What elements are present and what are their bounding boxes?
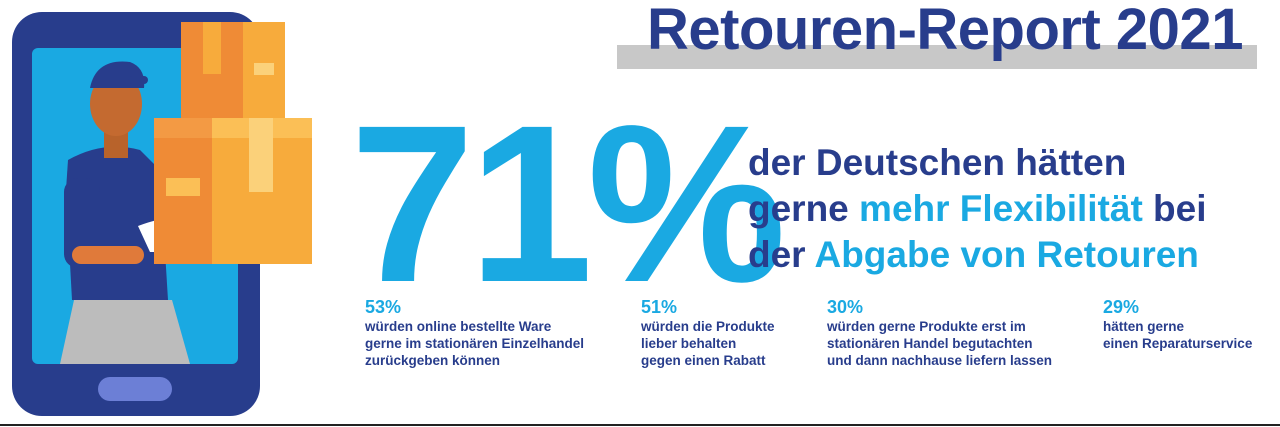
stat-item: 51% würden die Produkte lieber behalten … (641, 297, 775, 368)
headline-text: der Deutschen hätten gerne mehr Flexibil… (748, 140, 1207, 278)
highlight-returns: Abgabe von Retouren (814, 234, 1199, 275)
stat-percentage: 53% (365, 297, 402, 317)
delivery-illustration (12, 12, 312, 416)
headline-line-3: der Abgabe von Retouren (748, 234, 1199, 275)
stat-percentage: 51% (641, 297, 678, 317)
stat-item: 30% würden gerne Produkte erst im statio… (827, 297, 1053, 368)
stat-percentage: 29% (1103, 297, 1140, 317)
headline-line-1: der Deutschen hätten (748, 142, 1127, 183)
highlight-flexibility: mehr Flexibilität (859, 188, 1143, 229)
bottom-divider (0, 424, 1280, 426)
package-boxes-icon (154, 22, 312, 264)
headline-line-2: gerne mehr Flexibilität bei (748, 188, 1207, 229)
delivery-person-icon (60, 61, 202, 364)
title-underline (617, 45, 1257, 69)
stat-percentage: 30% (827, 297, 864, 317)
main-statistic: 71% (350, 79, 786, 329)
page-title: Retouren-Report 2021 (647, 0, 1243, 62)
stat-item: 53% würden online bestellte Ware gerne i… (365, 297, 585, 368)
stat-item: 29% hätten gerne einen Reparaturservice (1103, 297, 1253, 351)
